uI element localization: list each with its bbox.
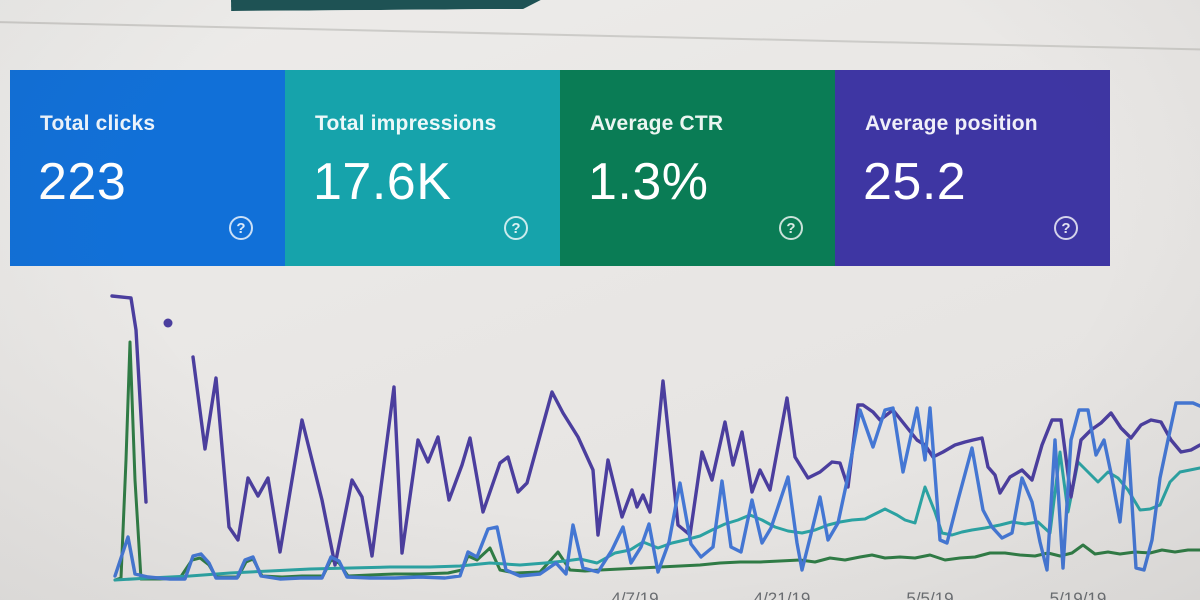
metric-label: Average CTR	[590, 112, 724, 135]
metric-card-average-ctr[interactable]: Average CTR 1.3% ?	[560, 70, 835, 266]
chart-line-position	[191, 355, 1200, 567]
metric-card-total-impressions[interactable]: Total impressions 17.6K ?	[285, 70, 560, 266]
metric-value: 17.6K	[313, 153, 452, 211]
metric-cards-row: Total clicks 223 ? Total impressions 17.…	[10, 70, 1110, 266]
metric-value: 1.3%	[588, 153, 709, 211]
browser-tab-fragment	[231, 0, 545, 11]
x-axis-tick-label: 5/5/19	[906, 589, 953, 600]
help-icon[interactable]: ?	[1054, 216, 1078, 240]
metric-label: Average position	[865, 112, 1038, 135]
help-icon[interactable]: ?	[504, 216, 528, 240]
help-icon[interactable]: ?	[779, 216, 803, 240]
chart-isolated-data-point	[163, 318, 173, 328]
metric-label: Total impressions	[315, 112, 497, 135]
x-axis-tick-label: 5/19/19	[1050, 589, 1107, 600]
metric-card-total-clicks[interactable]: Total clicks 223 ?	[10, 70, 285, 266]
help-icon[interactable]: ?	[229, 216, 253, 240]
performance-chart[interactable]: 4/7/19 4/21/19 5/5/19 5/19/19	[0, 280, 1200, 600]
x-axis-tick-label: 4/7/19	[611, 589, 658, 600]
screen-divider-line	[0, 21, 1200, 51]
chart-line-impressions	[113, 450, 1200, 582]
metric-value: 25.2	[863, 153, 967, 211]
metric-card-average-position[interactable]: Average position 25.2 ?	[835, 70, 1110, 266]
metric-label: Total clicks	[40, 112, 156, 135]
x-axis-tick-label: 4/21/19	[754, 589, 811, 600]
chart-line-position-clipped-peak	[110, 294, 148, 504]
chart-line-clicks	[113, 401, 1200, 581]
metric-value: 223	[38, 153, 127, 211]
